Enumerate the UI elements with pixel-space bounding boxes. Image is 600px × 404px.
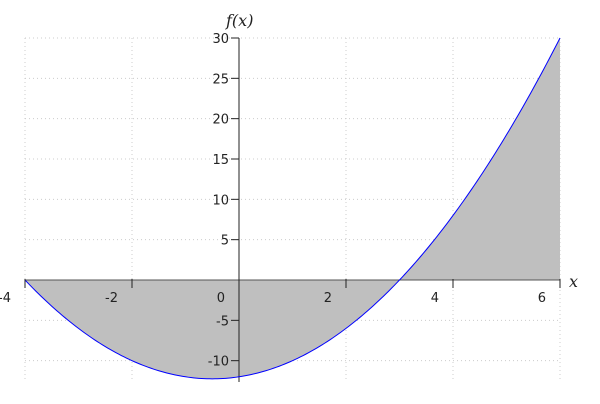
y-tick-label: 15 [212, 153, 229, 168]
y-tick-label: -10 [208, 355, 229, 370]
x-tick-label: 0 [217, 291, 225, 306]
area-fill [25, 37, 560, 379]
x-tick-label: 2 [324, 291, 332, 306]
y-tick-label: 5 [221, 234, 229, 249]
y-axis-label: f(x) [225, 11, 253, 30]
y-tick-label: 25 [212, 72, 229, 87]
x-tick-label: -2 [105, 291, 118, 306]
y-tick-label: 20 [212, 113, 229, 128]
function-curve [24, 37, 561, 380]
x-axis-label: x [569, 272, 578, 291]
y-tick-label: 10 [212, 193, 229, 208]
ticks: -4 -2 0 2 4 6 -10 -5 5 10 15 20 25 30 [0, 32, 561, 370]
axes [25, 38, 560, 382]
x-tick-label: 4 [431, 291, 439, 306]
y-tick-label: -5 [216, 314, 229, 329]
x-tick-label: -4 [0, 291, 11, 306]
x-tick-label: 6 [538, 291, 546, 306]
y-tick-label: 30 [212, 32, 229, 47]
